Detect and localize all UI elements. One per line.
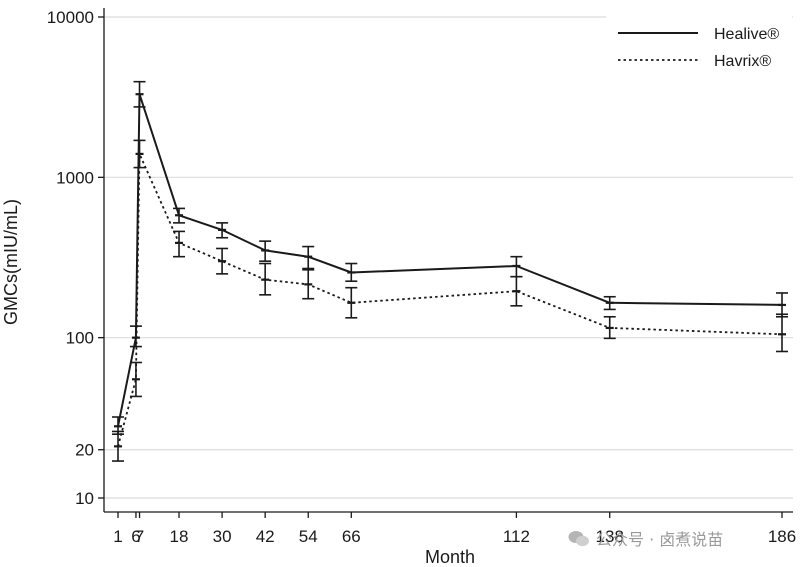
wechat-icon [568,531,589,547]
watermark-text: 公众号 · 卤煮说苗 [596,530,724,549]
gridlines [104,16,793,499]
watermark: 公众号 · 卤煮说苗 [568,526,723,550]
series-line [117,93,783,427]
y-axis-title: GMCs(mIU/mL) [1,199,21,325]
legend-label: Healive® [714,26,779,43]
series-layer [112,80,788,462]
x-tick-label: 186 [768,527,796,546]
y-tick-label: 10 [75,489,94,508]
axes: 10000 1000 100 20 10 1 67 18 30 42 54 66 112 138 186 [47,8,796,546]
x-tick-label: 54 [299,527,318,546]
x-tick-label: 66 [342,527,361,546]
y-tick-label: 100 [66,329,94,348]
y-tick-label: 20 [75,441,94,460]
x-tick-label: 7 [135,527,144,546]
legend-label: Havrix® [714,53,771,70]
x-tick-label: 138 [596,527,624,546]
x-tick-label: 1 [113,527,122,546]
series-havrix [112,139,788,462]
series-line [117,152,783,447]
x-tick-label: 42 [256,527,275,546]
y-tick-label: 1000 [56,168,94,187]
x-tick-label: 30 [213,527,232,546]
x-axis-title: Month [425,547,475,567]
x-tick-label: 6 [131,527,140,546]
x-tick-label: 18 [170,527,189,546]
legend-box [606,14,792,76]
legend: Healive® Havrix® [606,14,792,76]
y-tick-label: 10000 [47,8,94,27]
x-tick-label: 112 [503,527,530,546]
